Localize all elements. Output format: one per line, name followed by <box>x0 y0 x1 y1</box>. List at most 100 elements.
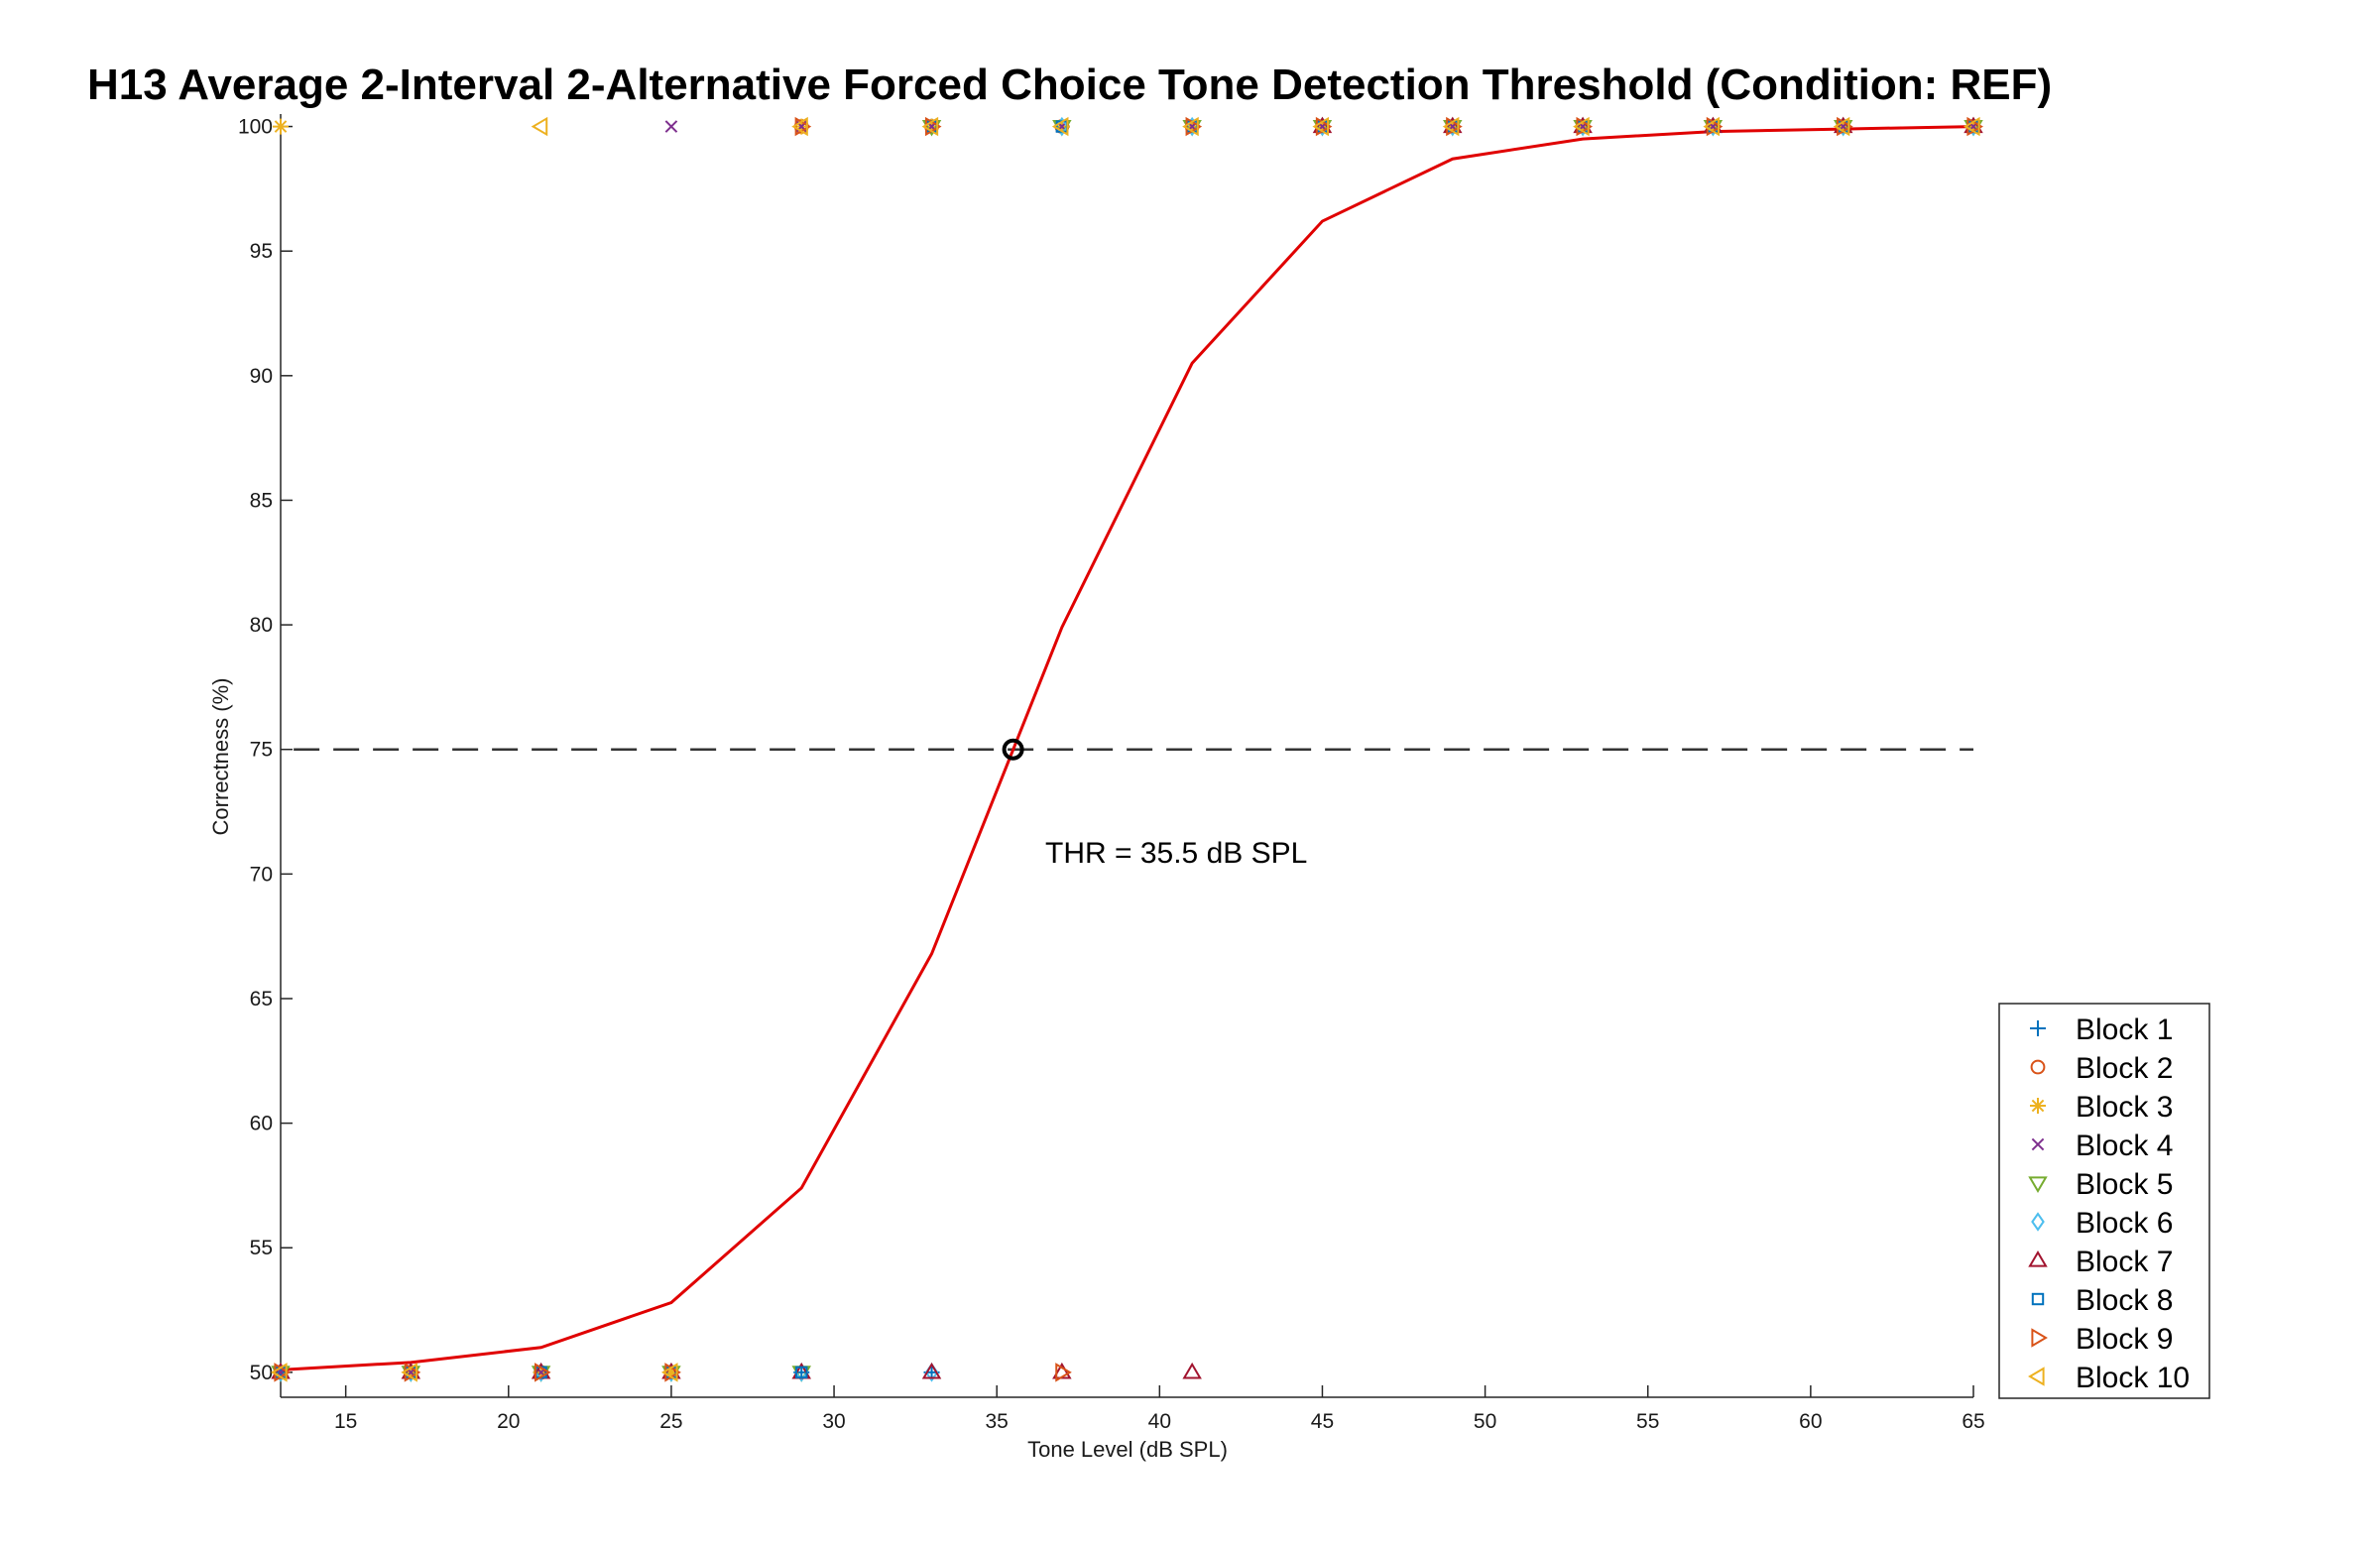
data-point-block-10 <box>1051 116 1069 137</box>
data-point-block-4 <box>664 120 678 133</box>
data-point-block-10 <box>1442 116 1460 137</box>
x-tick-label: 15 <box>334 1410 357 1433</box>
data-points <box>271 116 1983 1382</box>
data-point-block-9 <box>535 1363 551 1382</box>
x-tick-label: 35 <box>986 1410 1009 1433</box>
legend-label: Block 9 <box>2076 1323 2173 1356</box>
legend-item-block-8: Block 8 <box>2031 1284 2173 1317</box>
data-point-block-7 <box>1182 1362 1202 1379</box>
chart-title: H13 Average 2-Interval 2-Alternative For… <box>87 60 2052 109</box>
legend-item-block-9: Block 9 <box>2031 1323 2173 1356</box>
data-point-block-9 <box>1576 116 1594 137</box>
legend-marker-triangle-down-icon <box>2028 1176 2048 1193</box>
x-tick-label: 30 <box>822 1410 845 1433</box>
y-tick-label: 95 <box>250 240 273 263</box>
data-point-block-7 <box>921 1362 942 1379</box>
data-point-block-10 <box>1182 116 1199 137</box>
x-tick-label: 45 <box>1311 1410 1334 1433</box>
legend-item-block-2: Block 2 <box>2030 1052 2173 1085</box>
legend-marker-triangle-up-icon <box>2028 1250 2048 1267</box>
legend-marker-x-icon <box>2031 1137 2045 1151</box>
data-point-block-10 <box>531 116 548 137</box>
data-point-block-10 <box>1964 116 1980 137</box>
legend-label: Block 2 <box>2076 1052 2173 1085</box>
data-point-block-3 <box>662 1364 679 1380</box>
data-point-block-4 <box>925 120 938 133</box>
legend-item-block-3: Block 3 <box>2030 1091 2173 1124</box>
legend-item-block-10: Block 10 <box>2028 1362 2190 1394</box>
x-ticks: 15 20 25 30 35 40 45 50 55 60 65 <box>334 1385 1985 1433</box>
x-axis-label: Tone Level (dB SPL) <box>1027 1437 1228 1462</box>
data-point-block-10 <box>1312 116 1330 137</box>
legend-label: Block 6 <box>2076 1207 2173 1240</box>
y-tick-label: 65 <box>250 988 273 1011</box>
legend-marker-asterisk-icon <box>2030 1098 2046 1114</box>
y-tick-label: 90 <box>250 365 273 388</box>
legend-box <box>1998 1003 2210 1399</box>
legend-label: Block 5 <box>2076 1168 2173 1201</box>
legend-marker-square-icon <box>2031 1292 2045 1306</box>
data-point-block-9 <box>1055 1363 1072 1382</box>
y-tick-label: 100 <box>238 116 273 139</box>
x-tick-label: 65 <box>1962 1410 1984 1433</box>
legend-label: Block 1 <box>2076 1013 2173 1046</box>
data-point-block-9 <box>794 116 812 137</box>
data-point-block-9 <box>404 1363 421 1382</box>
data-point-block-10 <box>921 116 939 137</box>
data-point-block-9 <box>1315 116 1333 137</box>
data-point-block-10 <box>791 116 808 137</box>
legend-item-block-1: Block 1 <box>2030 1013 2173 1046</box>
y-tick-label: 70 <box>250 863 273 886</box>
data-point-block-9 <box>924 116 942 137</box>
y-tick-label: 60 <box>250 1113 273 1135</box>
legend-item-block-7: Block 7 <box>2028 1246 2173 1278</box>
data-point-block-4 <box>794 120 808 133</box>
y-ticks: 50 55 60 65 70 75 80 85 90 95 100 <box>238 116 293 1384</box>
y-tick-label: 75 <box>250 739 273 762</box>
data-point-block-8 <box>795 1366 808 1379</box>
legend-label: Block 4 <box>2076 1130 2173 1162</box>
legend-marker-plus-icon <box>2030 1020 2046 1036</box>
data-point-block-9 <box>1837 116 1853 137</box>
data-point-block-9 <box>1706 116 1724 137</box>
legend-label: Block 10 <box>2076 1362 2190 1394</box>
x-tick-label: 25 <box>659 1410 682 1433</box>
x-tick-label: 20 <box>497 1410 520 1433</box>
legend: Block 1 Block 2 Block 3 Block 4 Block 5 Block… <box>1998 1003 2210 1399</box>
legend-label: Block 7 <box>2076 1246 2173 1278</box>
legend-marker-diamond-icon <box>2031 1212 2045 1232</box>
axes <box>280 114 1973 1398</box>
legend-item-block-5: Block 5 <box>2028 1168 2173 1201</box>
data-point-block-9 <box>274 1363 291 1382</box>
legend-marker-circle-icon <box>2030 1059 2046 1075</box>
y-axis-label: Correctness (%) <box>208 678 233 836</box>
y-tick-label: 50 <box>250 1362 273 1384</box>
data-point-block-3 <box>273 118 289 135</box>
data-point-block-9 <box>1446 116 1463 137</box>
data-point-block-10 <box>401 1363 417 1382</box>
y-tick-label: 55 <box>250 1237 273 1259</box>
legend-item-block-6: Block 6 <box>2031 1207 2173 1240</box>
threshold-marker <box>1002 738 1024 761</box>
legend-label: Block 3 <box>2076 1091 2173 1124</box>
x-tick-label: 55 <box>1636 1410 1659 1433</box>
fit-curve <box>280 125 1974 1371</box>
data-point-block-10 <box>1703 116 1720 137</box>
threshold-label: THR = 35.5 dB SPL <box>1045 837 1307 870</box>
x-tick-label: 50 <box>1474 1410 1496 1433</box>
data-point-block-10 <box>1833 116 1850 137</box>
data-point-block-10 <box>1573 116 1590 137</box>
legend-marker-triangle-left-icon <box>2028 1367 2045 1386</box>
data-point-block-10 <box>271 1363 288 1382</box>
data-point-block-10 <box>660 1363 678 1382</box>
legend-item-block-4: Block 4 <box>2031 1130 2173 1162</box>
y-tick-label: 80 <box>250 614 273 637</box>
data-point-block-9 <box>664 1363 681 1382</box>
data-point-block-9 <box>1966 116 1983 137</box>
x-tick-label: 40 <box>1148 1410 1171 1433</box>
legend-label: Block 8 <box>2076 1284 2173 1317</box>
legend-marker-triangle-right-icon <box>2031 1328 2048 1348</box>
y-tick-label: 85 <box>250 489 273 512</box>
x-tick-label: 60 <box>1799 1410 1822 1433</box>
